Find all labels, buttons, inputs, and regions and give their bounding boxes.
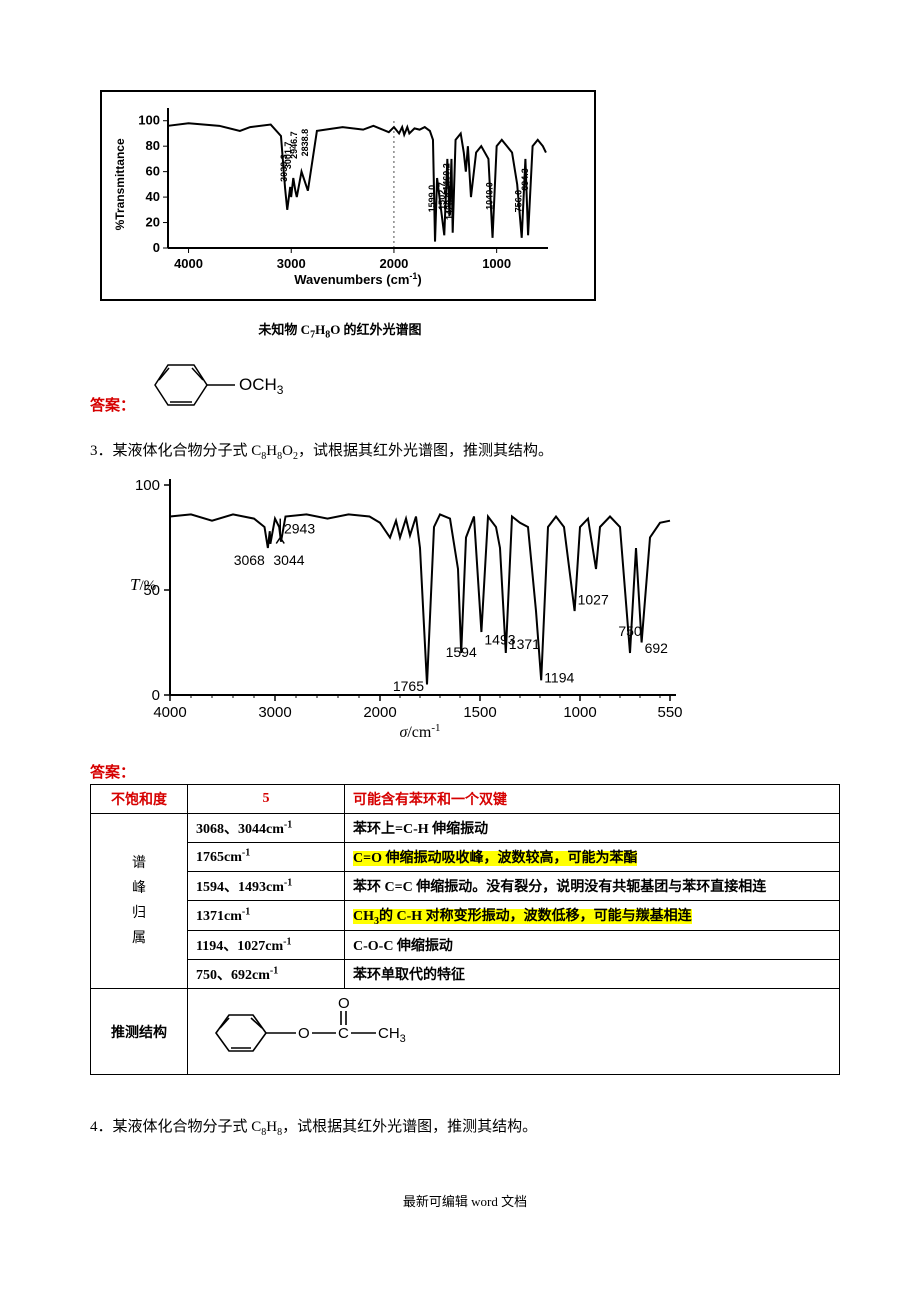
svg-text:Wavenumbers (cm-1): Wavenumbers (cm-1) [294,271,421,287]
peak-assignment-table: 不饱和度 5 可能含有苯环和一个双键 谱峰归属 3068、3044cm-1 苯环… [90,784,840,1076]
table-row: 不饱和度 5 可能含有苯环和一个双键 [91,784,840,813]
svg-text:692: 692 [645,640,669,656]
desc-cell: 苯环 C=C 伸缩振动。没有裂分，说明没有共轭基团与苯环直接相连 [345,871,840,900]
svg-text:3000: 3000 [258,704,291,721]
desc-cell: CH3的 C-H 对称变形振动，波数低移，可能与羰基相连 [345,900,840,931]
desc-cell: 苯环上=C-H 伸缩振动 [345,813,840,842]
wn-cell: 750、692cm-1 [188,960,345,989]
svg-text:2943: 2943 [284,520,315,536]
ir-spectrum-1: 0 20 40 60 80 100 %Transmittance 4000 3000 2000 10… [100,90,596,301]
svg-text:3068: 3068 [234,551,265,567]
svg-text:2838.8: 2838.8 [300,129,310,157]
question-3: 3．某液体化合物分子式 C8H8O2，试根据其红外光谱图，推测其结构。 [90,439,840,465]
svg-text:OCH3: OCH3 [239,375,284,397]
desc-cell: 苯环单取代的特征 [345,960,840,989]
unsaturation-value: 5 [188,784,345,813]
ir-spectrum-1-svg: 0 20 40 60 80 100 %Transmittance 4000 3000 2000 10… [108,98,578,293]
spectrum-1-caption: 未知物 C7H8O 的红外光谱图 [90,319,590,341]
wn-cell: 1194、1027cm-1 [188,931,345,960]
svg-text:1460.2: 1460.2 [441,163,451,191]
svg-text:1599.0: 1599.0 [427,185,437,213]
table-row: 推测结构 O C O [91,989,840,1075]
svg-text:60: 60 [146,164,160,179]
svg-text:1194: 1194 [544,669,574,685]
svg-text:T/%: T/% [130,575,156,594]
svg-text:80: 80 [146,138,160,153]
svg-text:1428.2: 1428.2 [445,192,455,220]
table-row: 1194、1027cm-1 C-O-C 伸缩振动 [91,931,840,960]
question-4: 4．某液体化合物分子式 C8H8，试根据其红外光谱图，推测其结构。 [90,1115,840,1141]
svg-text:1040.0: 1040.0 [485,182,495,210]
svg-text:1027: 1027 [578,591,609,607]
svg-text:756.0: 756.0 [514,190,524,213]
wn-cell: 1765cm-1 [188,842,345,871]
svg-text:0: 0 [152,687,160,704]
svg-text:100: 100 [138,113,160,128]
svg-text:750: 750 [618,623,642,639]
desc-cell: C=O 伸缩振动吸收峰，波数较高，可能为苯酯 [345,842,840,871]
table-row: 1594、1493cm-1 苯环 C=C 伸缩振动。没有裂分，说明没有共轭基团与… [91,871,840,900]
svg-text:694.3: 694.3 [520,168,530,191]
svg-text:3000: 3000 [277,256,306,271]
answer-label: 答案： [90,394,135,415]
svg-text:3044: 3044 [273,551,304,567]
ir-spectrum-2: 050100T/%40003000200015001000550σ/cm-130… [110,471,710,751]
svg-text:σ/cm-1: σ/cm-1 [399,722,440,741]
assignment-header: 谱峰归属 [91,813,188,989]
svg-text:2000: 2000 [379,256,408,271]
svg-text:40: 40 [146,189,160,204]
unsaturation-label: 不饱和度 [91,784,188,813]
svg-text:1000: 1000 [482,256,511,271]
svg-text:1371: 1371 [509,635,540,651]
wn-cell: 1594、1493cm-1 [188,871,345,900]
svg-text:%Transmittance: %Transmittance [113,138,127,230]
svg-text:1765: 1765 [393,677,424,693]
anisole-structure: OCH3 [135,355,305,415]
svg-text:2000: 2000 [363,704,396,721]
svg-text:0: 0 [153,240,160,255]
unsaturation-desc: 可能含有苯环和一个双键 [345,784,840,813]
svg-text:1500: 1500 [463,704,496,721]
svg-text:1594: 1594 [446,644,477,660]
svg-text:1000: 1000 [563,704,596,721]
structure-label: 推测结构 [91,989,188,1075]
table-row: 750、692cm-1 苯环单取代的特征 [91,960,840,989]
phenyl-acetate-structure: O C O CH3 [196,993,426,1065]
table-row: 谱峰归属 3068、3044cm-1 苯环上=C-H 伸缩振动 [91,813,840,842]
table-row: 1371cm-1 CH3的 C-H 对称变形振动，波数低移，可能与羰基相连 [91,900,840,931]
desc-cell: C-O-C 伸缩振动 [345,931,840,960]
answer-1: 答案： OCH3 [90,355,840,415]
svg-text:2946.7: 2946.7 [289,131,299,159]
svg-text:C: C [338,1025,349,1042]
svg-text:O: O [298,1025,310,1042]
svg-text:4000: 4000 [174,256,203,271]
table-row: 1765cm-1 C=O 伸缩振动吸收峰，波数较高，可能为苯酯 [91,842,840,871]
svg-text:20: 20 [146,215,160,230]
page-footer: 最新可编辑 word 文档 [90,1191,840,1210]
svg-text:100: 100 [135,477,160,494]
structure-cell: O C O CH3 [188,989,840,1075]
svg-text:550: 550 [657,704,682,721]
answer-label-2: 答案： [90,765,135,781]
wn-cell: 1371cm-1 [188,900,345,931]
svg-text:4000: 4000 [153,704,186,721]
svg-text:CH3: CH3 [378,1025,406,1045]
ir-spectrum-2-svg: 050100T/%40003000200015001000550σ/cm-130… [110,471,710,751]
svg-text:O: O [338,995,350,1012]
wn-cell: 3068、3044cm-1 [188,813,345,842]
